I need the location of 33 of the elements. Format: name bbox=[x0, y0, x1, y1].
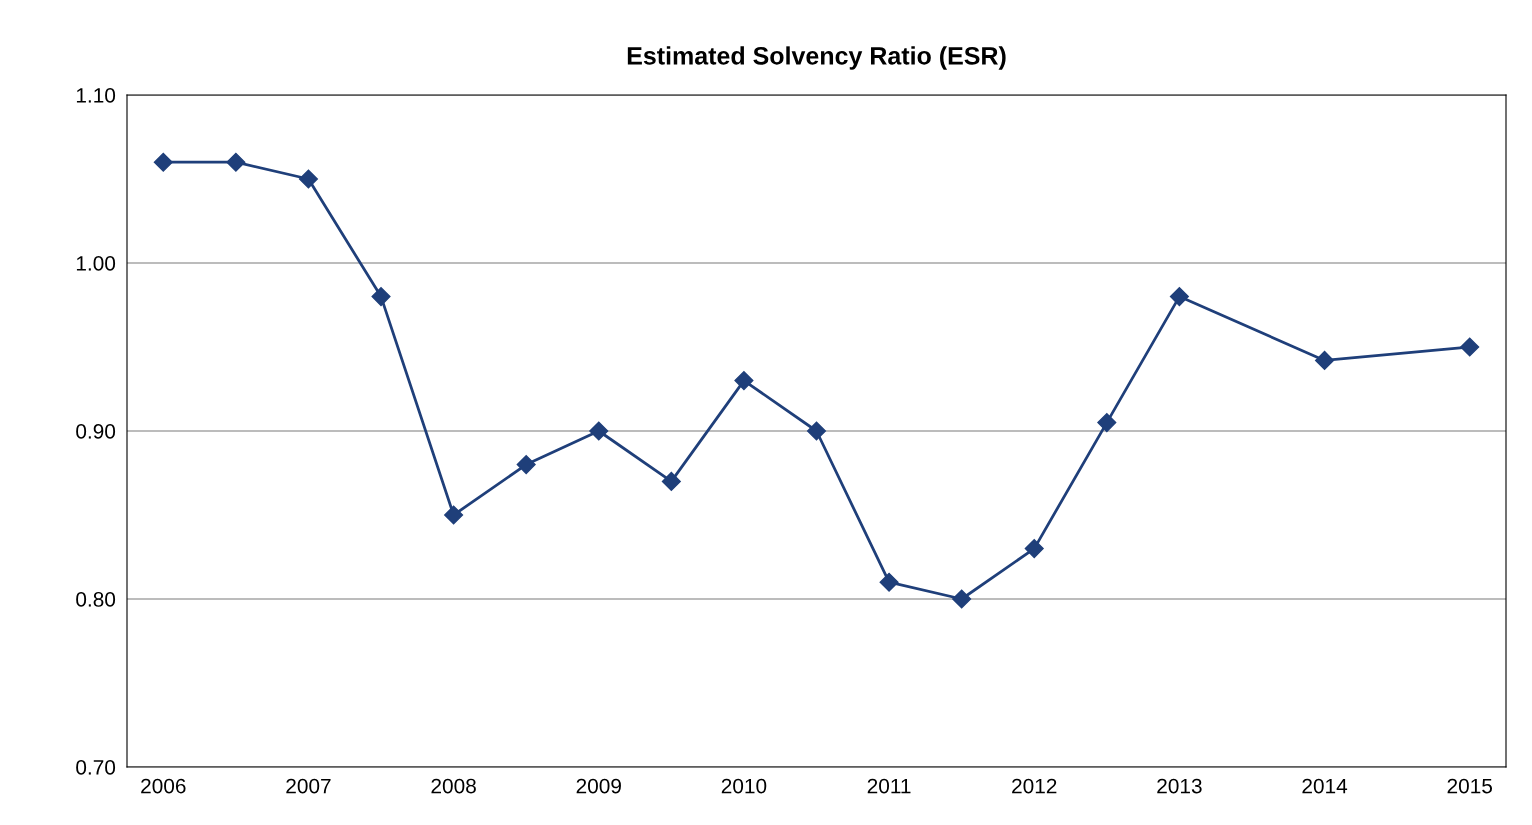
point bbox=[444, 505, 464, 525]
x-tick-label: 2014 bbox=[1302, 778, 1348, 794]
point bbox=[153, 152, 173, 172]
point bbox=[661, 471, 681, 491]
x-tick-label: 2006 bbox=[141, 778, 186, 794]
y-tick-label: 0.70 bbox=[76, 760, 116, 775]
point bbox=[298, 169, 318, 189]
point bbox=[226, 152, 246, 172]
point bbox=[734, 371, 754, 391]
y-tick-label: 0.80 bbox=[76, 592, 116, 607]
x-tick-label: 2011 bbox=[867, 778, 911, 794]
point bbox=[1024, 539, 1044, 559]
x-tick-label: 2008 bbox=[431, 778, 476, 794]
x-tick-label: 2015 bbox=[1447, 778, 1493, 794]
point bbox=[589, 421, 609, 441]
point bbox=[1097, 413, 1117, 433]
chart-title: Estimated Solvency Ratio (ESR) bbox=[627, 46, 1006, 70]
point bbox=[371, 287, 391, 307]
point bbox=[952, 589, 972, 609]
x-tick-label: 2013 bbox=[1157, 778, 1202, 794]
y-tick-label: 0.90 bbox=[76, 424, 116, 439]
point bbox=[1169, 287, 1189, 307]
point bbox=[1460, 337, 1480, 357]
y-tick-label: 1.00 bbox=[76, 256, 116, 271]
x-tick-label: 2009 bbox=[576, 778, 621, 794]
x-tick-label: 2012 bbox=[1012, 778, 1057, 794]
point bbox=[806, 421, 827, 441]
y-tick-label: 1.10 bbox=[76, 88, 116, 103]
point bbox=[516, 455, 536, 475]
x-tick-label: 2007 bbox=[286, 778, 331, 794]
x-tick-label: 2010 bbox=[721, 778, 767, 794]
point bbox=[879, 572, 899, 592]
point bbox=[1315, 350, 1335, 370]
